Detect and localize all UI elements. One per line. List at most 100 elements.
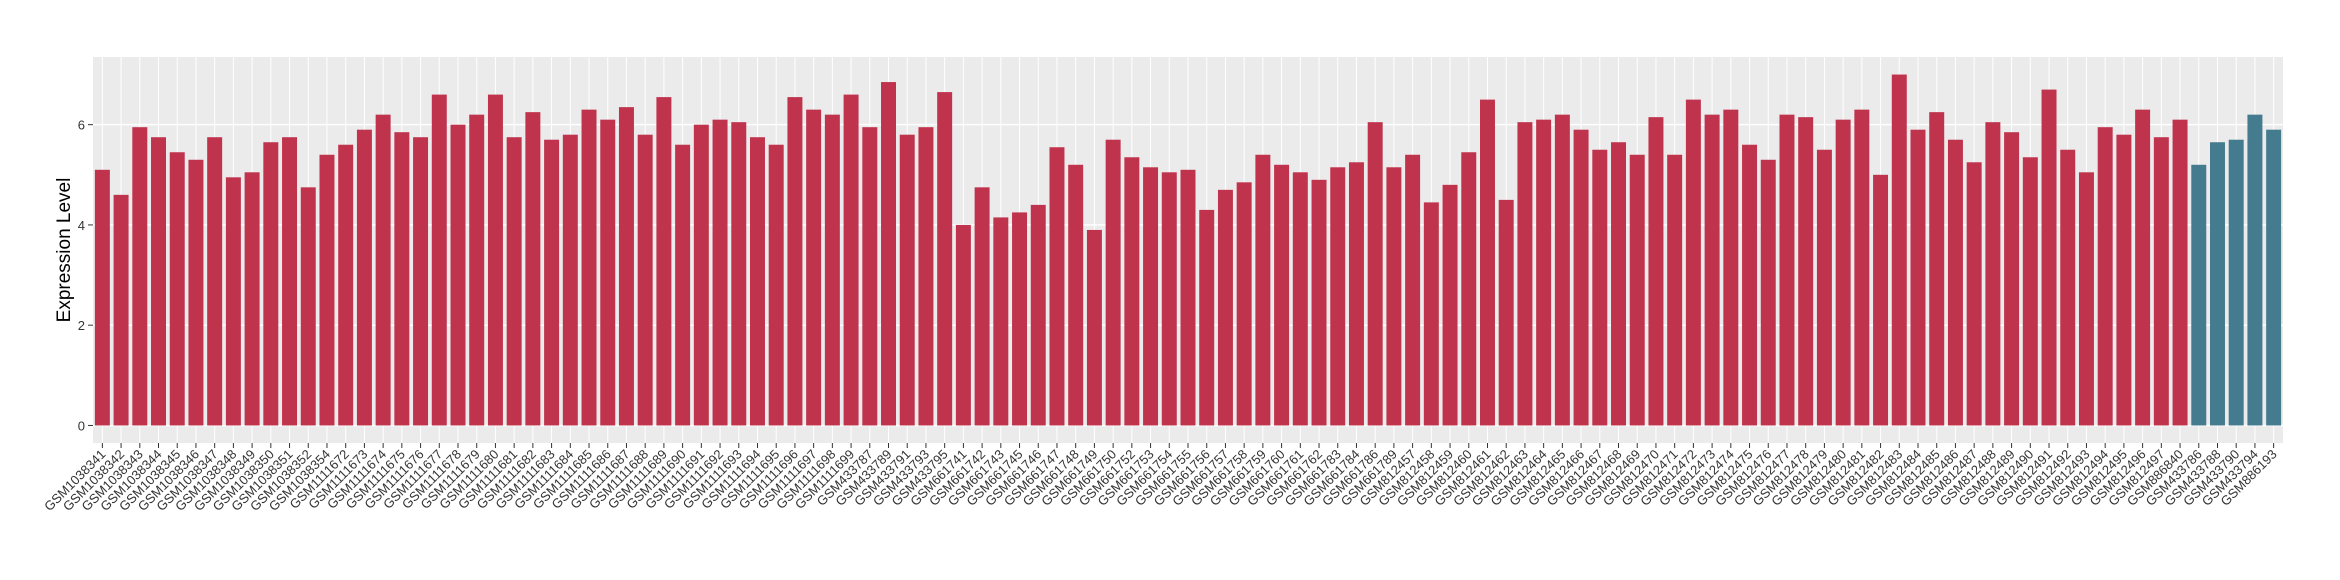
bar bbox=[1161, 172, 1177, 426]
bar bbox=[2191, 164, 2207, 426]
bar bbox=[712, 119, 728, 426]
bar bbox=[1480, 99, 1495, 426]
bar bbox=[899, 134, 915, 426]
bar bbox=[151, 137, 166, 426]
bar bbox=[1854, 109, 1870, 426]
bar bbox=[338, 144, 354, 426]
bar bbox=[113, 194, 129, 426]
bar bbox=[1685, 99, 1701, 426]
bar bbox=[450, 124, 466, 426]
bar bbox=[506, 137, 522, 426]
bar bbox=[1573, 129, 1589, 426]
bar bbox=[1030, 204, 1046, 426]
bar bbox=[2078, 172, 2094, 426]
bar bbox=[2228, 139, 2244, 426]
bar bbox=[581, 109, 597, 426]
bar bbox=[1611, 142, 1626, 426]
bar bbox=[1423, 202, 1439, 426]
bar bbox=[1798, 117, 1814, 426]
bar bbox=[562, 134, 578, 426]
y-tick-label: 0 bbox=[78, 418, 85, 433]
y-tick-label: 4 bbox=[78, 218, 85, 233]
bar bbox=[2060, 149, 2076, 426]
bar bbox=[1742, 144, 1758, 426]
bar bbox=[225, 177, 241, 426]
bar bbox=[263, 142, 279, 426]
bar bbox=[618, 107, 634, 426]
bar bbox=[1760, 159, 1776, 426]
bar bbox=[1891, 74, 1907, 426]
bar bbox=[824, 114, 840, 426]
bar bbox=[2153, 137, 2169, 426]
bar bbox=[1217, 189, 1233, 426]
bar bbox=[1255, 154, 1271, 426]
bar bbox=[2116, 134, 2132, 426]
bar bbox=[169, 152, 185, 426]
bar bbox=[1236, 182, 1252, 426]
bar bbox=[2097, 127, 2113, 426]
bar bbox=[375, 114, 391, 426]
bar bbox=[300, 187, 316, 426]
bar bbox=[1554, 114, 1570, 426]
bar bbox=[731, 122, 747, 426]
bar bbox=[1517, 122, 1533, 426]
bar bbox=[2247, 114, 2263, 426]
bar bbox=[750, 137, 765, 426]
bar bbox=[1461, 152, 1477, 426]
bar bbox=[1049, 147, 1065, 426]
bar bbox=[1966, 162, 1982, 426]
bar bbox=[132, 127, 148, 426]
bar bbox=[955, 224, 971, 426]
bar bbox=[356, 129, 372, 426]
bar bbox=[1292, 172, 1308, 426]
bar bbox=[1873, 174, 1889, 426]
bar bbox=[918, 127, 934, 426]
bar bbox=[1086, 229, 1102, 426]
bar bbox=[1498, 199, 1514, 426]
bar bbox=[974, 187, 990, 426]
bar bbox=[1816, 149, 1832, 426]
bar bbox=[1723, 109, 1739, 426]
bar bbox=[1012, 212, 1028, 426]
bar bbox=[1442, 184, 1458, 426]
bar bbox=[768, 144, 784, 426]
bar bbox=[881, 82, 896, 426]
bar bbox=[937, 92, 953, 426]
bar bbox=[2041, 89, 2057, 426]
bar bbox=[2172, 119, 2188, 426]
bar bbox=[394, 132, 410, 426]
bar bbox=[188, 159, 204, 426]
y-tick-label: 6 bbox=[78, 118, 85, 133]
bar bbox=[1779, 114, 1795, 426]
bar bbox=[469, 114, 485, 426]
bar bbox=[787, 97, 803, 426]
bar bbox=[1274, 164, 1290, 426]
bar bbox=[693, 124, 709, 426]
bar bbox=[431, 94, 447, 426]
bar bbox=[319, 154, 335, 426]
bar bbox=[1180, 169, 1196, 426]
bar bbox=[2135, 109, 2151, 426]
bar bbox=[843, 94, 859, 426]
bar bbox=[2022, 157, 2038, 426]
bar bbox=[1105, 139, 1121, 426]
bar bbox=[1835, 119, 1851, 426]
bar bbox=[1536, 119, 1552, 426]
bar bbox=[1311, 179, 1327, 426]
bar bbox=[1068, 164, 1084, 426]
bar bbox=[1199, 209, 1215, 426]
bar bbox=[244, 172, 260, 426]
bar bbox=[2004, 132, 2020, 426]
bar bbox=[1330, 167, 1346, 426]
bar bbox=[1947, 139, 1963, 426]
bar bbox=[1367, 122, 1383, 426]
bar bbox=[1592, 149, 1608, 426]
bar bbox=[1629, 154, 1645, 426]
bar bbox=[2210, 142, 2225, 426]
bar bbox=[675, 144, 691, 426]
bar bbox=[1985, 122, 2001, 426]
y-tick-label: 2 bbox=[78, 318, 85, 333]
bar bbox=[1386, 167, 1402, 426]
bar bbox=[1929, 112, 1945, 426]
bar bbox=[1405, 154, 1421, 426]
